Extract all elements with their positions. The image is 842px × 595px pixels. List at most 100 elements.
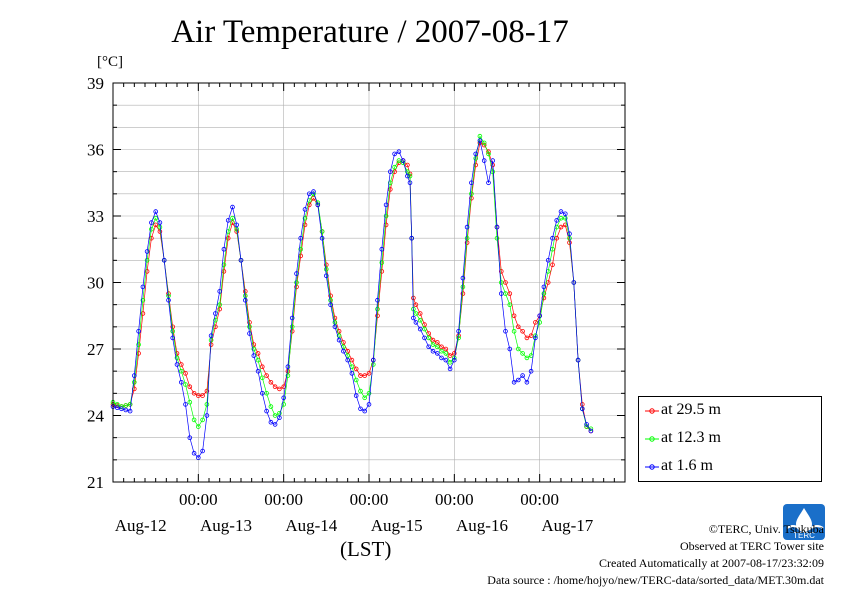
data-point: [264, 390, 269, 396]
data-point: [366, 390, 372, 396]
data-point: [140, 297, 146, 303]
series-at-12-3-m: [110, 133, 594, 432]
data-point: [149, 227, 154, 232]
data-point: [328, 302, 333, 308]
data-point: [447, 359, 453, 365]
data-point: [571, 280, 577, 285]
data-point: [417, 326, 423, 332]
data-point: [213, 324, 218, 330]
data-point: [464, 235, 470, 241]
data-point: [550, 262, 555, 268]
data-point: [230, 204, 235, 210]
data-point: [481, 158, 487, 163]
data-point: [217, 306, 223, 312]
data-point: [451, 357, 457, 363]
data-point: [132, 379, 137, 385]
data-point: [217, 302, 223, 308]
x-day-label: Aug-14: [285, 516, 337, 535]
data-point: [277, 386, 282, 392]
data-point: [498, 280, 504, 285]
data-point: [196, 455, 201, 460]
data-point: [537, 320, 542, 325]
data-point: [217, 289, 223, 294]
data-point: [524, 355, 530, 361]
data-point: [123, 407, 129, 413]
y-tick-label: 39: [87, 74, 104, 93]
data-point: [230, 215, 235, 221]
data-point: [319, 235, 325, 241]
data-point: [302, 207, 308, 212]
series-at-29-5-m: [110, 140, 594, 434]
data-point: [353, 377, 359, 383]
data-point: [140, 284, 146, 290]
data-point: [511, 379, 517, 385]
data-point: [153, 209, 159, 214]
data-point: [490, 158, 496, 163]
data-point: [494, 224, 500, 230]
data-point: [289, 324, 295, 330]
series-at-1-6-m: [110, 138, 594, 460]
data-point: [345, 357, 351, 363]
data-point: [140, 311, 146, 316]
terc-logo: TERC: [783, 504, 825, 540]
data-point: [520, 351, 525, 356]
series-layer: [110, 133, 594, 460]
data-point: [417, 317, 423, 323]
data-point: [144, 269, 150, 274]
data-point: [584, 422, 589, 427]
data-point: [430, 348, 436, 354]
x-day-label: Aug-12: [115, 516, 167, 535]
data-point: [407, 173, 413, 179]
data-point: [353, 366, 359, 372]
data-point: [259, 390, 265, 396]
data-point: [387, 169, 393, 175]
data-point: [272, 413, 278, 418]
data-point: [298, 246, 304, 252]
legend-label: at 1.6 m: [661, 457, 713, 474]
data-point: [196, 424, 201, 429]
data-point: [204, 413, 210, 418]
data-point: [507, 346, 513, 352]
data-point: [166, 297, 171, 303]
y-tick-label: 33: [87, 207, 104, 226]
data-point: [498, 269, 504, 274]
x-tick-label: 00:00: [264, 490, 303, 509]
data-point: [477, 138, 483, 143]
footer-observed: Observed at TERC Tower site: [679, 539, 824, 553]
footer-source: Data source : /home/hojyo/new/TERC-data/…: [487, 573, 824, 587]
data-point: [520, 373, 525, 378]
data-point: [464, 224, 470, 230]
data-point: [272, 422, 278, 427]
series-line: [112, 139, 592, 459]
data-point: [511, 328, 517, 334]
data-point: [149, 235, 154, 241]
data-point: [268, 379, 274, 385]
data-point: [119, 406, 124, 412]
data-point: [174, 362, 180, 367]
data-point: [375, 297, 380, 303]
data-point: [191, 390, 197, 396]
data-point: [411, 315, 416, 321]
data-point: [285, 364, 291, 370]
data-point: [366, 402, 372, 407]
data-point: [144, 249, 150, 254]
data-point: [127, 408, 133, 414]
data-point: [473, 156, 479, 161]
data-point: [400, 158, 406, 163]
data-point: [477, 133, 483, 139]
data-point: [558, 215, 564, 221]
y-tick-label: 27: [87, 340, 105, 359]
data-point: [392, 169, 397, 175]
data-point: [187, 399, 193, 405]
data-point: [281, 395, 287, 401]
data-point: [579, 406, 585, 412]
data-point: [456, 328, 461, 334]
data-point: [486, 151, 491, 157]
data-point: [247, 331, 252, 336]
data-point: [285, 373, 291, 378]
data-point: [213, 317, 218, 323]
data-point: [298, 235, 304, 241]
data-point: [149, 220, 154, 225]
data-point: [358, 373, 363, 378]
data-point: [196, 393, 201, 398]
